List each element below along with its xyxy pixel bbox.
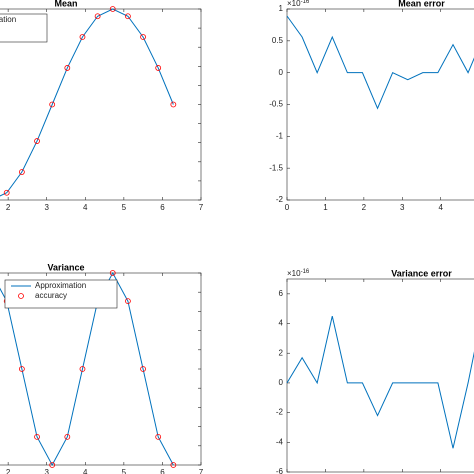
x-tick-label: 7 — [199, 468, 204, 474]
chart-title: Mean error — [398, 0, 445, 8]
exponent-power: -16 — [301, 0, 310, 5]
series-line — [0, 271, 174, 467]
subplot: 01234567-1-0.8-0.6-0.4-0.200.20.40.60.81… — [0, 0, 204, 212]
x-tick-label: 2 — [6, 468, 11, 474]
exponent-base: ×10 — [287, 0, 301, 8]
x-tick-label: 5 — [122, 203, 127, 212]
marker — [109, 270, 116, 276]
y-tick-label: 1 — [279, 4, 284, 13]
y-tick-label: 4 — [279, 319, 284, 328]
marker — [140, 34, 146, 40]
axes-box — [286, 278, 474, 473]
y-tick-label: 6 — [279, 289, 284, 298]
legend-box — [4, 279, 118, 309]
y-tick-label: 0 — [279, 68, 284, 77]
marker — [64, 65, 71, 71]
x-tick-label: 2 — [362, 203, 367, 212]
marker — [125, 298, 131, 305]
x-tick-label: 5 — [122, 468, 127, 474]
x-tick-label: 4 — [83, 203, 88, 212]
x-tick-label: 2 — [6, 203, 11, 212]
legend-label: Approximation — [35, 281, 86, 290]
axis-exponent: ×10-16 — [287, 269, 310, 279]
marker — [170, 462, 177, 468]
marker — [49, 462, 56, 468]
series-line — [286, 15, 474, 110]
marker — [109, 6, 116, 12]
legend-label: Approximation — [0, 15, 16, 24]
x-tick-label: 0 — [285, 203, 290, 212]
marker — [18, 366, 25, 372]
x-tick-label: 6 — [160, 203, 165, 212]
series-line — [286, 316, 474, 449]
y-tick-label: -6 — [276, 467, 284, 474]
y-tick-label: 0.5 — [272, 36, 284, 45]
y-tick-label: -4 — [276, 437, 284, 446]
x-tick-label: 6 — [160, 468, 165, 474]
x-tick-label: 4 — [438, 203, 443, 212]
y-tick-label: -1.5 — [269, 163, 283, 172]
marker — [18, 169, 25, 175]
marker — [64, 433, 71, 440]
axis-exponent: ×10-16 — [287, 0, 310, 8]
y-tick-label: -0.5 — [269, 100, 283, 109]
marker — [3, 189, 10, 196]
chart-title: Variance error — [391, 268, 452, 278]
series-line — [0, 8, 174, 197]
x-tick-label: 3 — [44, 468, 49, 474]
marker — [94, 13, 101, 20]
x-tick-label: 3 — [400, 203, 405, 212]
exponent-power: -16 — [301, 269, 310, 275]
x-tick-label: 7 — [199, 203, 204, 212]
axes-box — [286, 8, 474, 201]
y-tick-label: 2 — [279, 348, 284, 357]
y-tick-label: -1 — [276, 131, 284, 140]
exponent-base: ×10 — [287, 269, 301, 278]
marker — [79, 34, 86, 40]
marker — [34, 138, 40, 144]
y-tick-label: -2 — [276, 408, 284, 417]
y-tick-label: 0 — [279, 378, 284, 387]
chart-title: Variance — [47, 262, 84, 272]
marker — [155, 433, 162, 440]
x-tick-label: 3 — [44, 203, 49, 212]
x-tick-label: 1 — [323, 203, 328, 212]
y-tick-label: -2 — [276, 195, 284, 204]
marker — [79, 366, 86, 372]
marker — [155, 65, 162, 71]
marker — [170, 101, 177, 108]
legend-swatch — [18, 293, 24, 299]
subplot: 01234567-1-0.8-0.6-0.4-0.200.20.40.60.81… — [0, 262, 204, 474]
legend-label: accuracy — [35, 291, 67, 300]
legend-box — [0, 13, 48, 43]
marker — [34, 433, 40, 440]
chart-title: Mean — [54, 0, 77, 8]
marker — [140, 366, 146, 372]
marker — [49, 101, 56, 108]
marker — [125, 13, 131, 20]
x-tick-label: 4 — [83, 468, 88, 474]
